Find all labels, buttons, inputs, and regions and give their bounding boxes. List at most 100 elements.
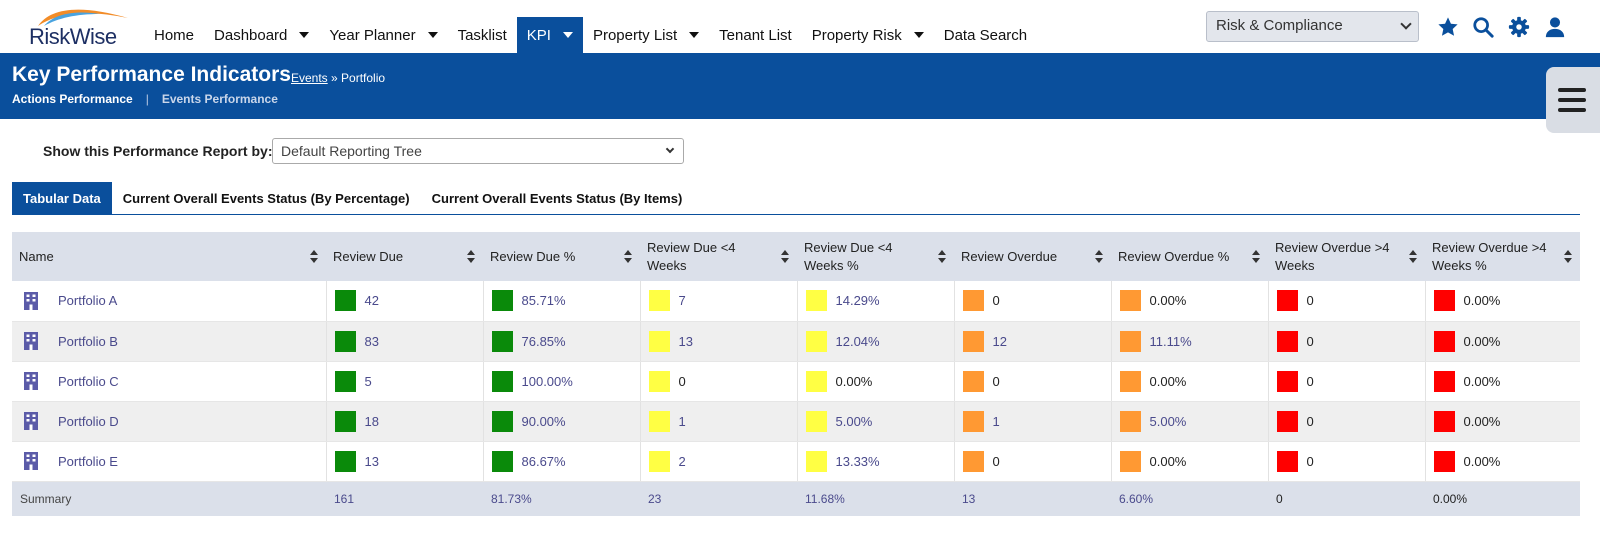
riskwise-logo[interactable]: RiskWise bbox=[24, 4, 136, 49]
nav-item-kpi[interactable]: KPI bbox=[516, 17, 583, 53]
gear-icon[interactable] bbox=[1508, 16, 1530, 38]
cell-value-link[interactable]: 14.29% bbox=[835, 293, 880, 309]
cell-value-link[interactable]: 86.67% bbox=[521, 453, 566, 469]
reporting-tree-select[interactable]: Default Reporting Tree bbox=[272, 138, 684, 164]
caret-down-icon bbox=[562, 32, 573, 38]
hamburger-icon-bar bbox=[1558, 88, 1586, 92]
star-icon[interactable] bbox=[1437, 16, 1459, 38]
cell-value: 0 bbox=[992, 453, 1000, 469]
table-cell: 0.00% bbox=[1111, 361, 1269, 402]
red-status-swatch bbox=[1276, 410, 1298, 432]
sort-icon[interactable] bbox=[781, 250, 789, 263]
table-cell: 7 bbox=[640, 281, 798, 322]
sort-icon[interactable] bbox=[310, 250, 318, 263]
column-header-review-overdue[interactable]: Review Overdue bbox=[954, 232, 1111, 281]
nav-item-tenant-list[interactable]: Tenant List bbox=[709, 17, 802, 53]
side-menu-toggle[interactable] bbox=[1546, 67, 1600, 133]
nav-item-label: Property Risk bbox=[811, 26, 902, 44]
sort-icon[interactable] bbox=[938, 250, 946, 263]
cell-value: 0 bbox=[992, 373, 1000, 389]
summary-value[interactable]: 6.60% bbox=[1111, 481, 1268, 516]
column-header-review-due-4-weeks[interactable]: Review Due <4 Weeks bbox=[640, 232, 797, 281]
column-header-review-due-4-weeks[interactable]: Review Due <4 Weeks % bbox=[797, 232, 954, 281]
nav-item-year-planner[interactable]: Year Planner bbox=[319, 17, 447, 53]
cell-value: 0.00% bbox=[1149, 453, 1187, 469]
table-cell: 1 bbox=[954, 401, 1112, 442]
nav-item-property-list[interactable]: Property List bbox=[583, 17, 709, 53]
cell-value-link[interactable]: 42 bbox=[364, 293, 379, 309]
portfolio-link[interactable]: Portfolio B bbox=[58, 333, 118, 349]
portfolio-link[interactable]: Portfolio D bbox=[58, 413, 119, 429]
cell-value-link[interactable]: 5.00% bbox=[1149, 413, 1187, 429]
yellow-status-swatch bbox=[648, 370, 670, 392]
nav-item-label: Year Planner bbox=[329, 26, 416, 44]
table-cell: 0.00% bbox=[1425, 401, 1580, 442]
column-header-review-overdue-4-weeks[interactable]: Review Overdue >4 Weeks % bbox=[1425, 232, 1580, 281]
status-cell: 0 bbox=[1276, 290, 1417, 312]
subnav-events-performance[interactable]: Events Performance bbox=[161, 92, 278, 106]
report-by-label: Show this Performance Report by: bbox=[43, 143, 273, 159]
orange-status-swatch bbox=[962, 370, 984, 392]
cell-value-link[interactable]: 11.11% bbox=[1149, 333, 1192, 349]
cell-value-link[interactable]: 13 bbox=[364, 453, 379, 469]
nav-item-dashboard[interactable]: Dashboard bbox=[204, 17, 319, 53]
nav-item-home[interactable]: Home bbox=[144, 17, 204, 53]
sort-icon[interactable] bbox=[1095, 250, 1103, 263]
cell-value-link[interactable]: 12 bbox=[992, 333, 1007, 349]
summary-value[interactable]: 11.68% bbox=[797, 481, 954, 516]
sort-icon[interactable] bbox=[467, 250, 475, 263]
cell-value-link[interactable]: 12.04% bbox=[835, 333, 880, 349]
column-header-review-due[interactable]: Review Due bbox=[326, 232, 483, 281]
sort-icon[interactable] bbox=[1252, 250, 1260, 263]
sort-icon[interactable] bbox=[1409, 250, 1417, 263]
summary-value[interactable]: 161 bbox=[326, 481, 483, 516]
cell-value-link[interactable]: 90.00% bbox=[521, 413, 566, 429]
search-icon[interactable] bbox=[1472, 16, 1494, 38]
portfolio-link[interactable]: Portfolio E bbox=[58, 453, 118, 469]
nav-item-property-risk[interactable]: Property Risk bbox=[802, 17, 934, 53]
summary-value[interactable]: 13 bbox=[954, 481, 1111, 516]
breadcrumb-link-events[interactable]: Events bbox=[291, 71, 328, 85]
table-cell: 0 bbox=[640, 361, 798, 402]
cell-value-link[interactable]: 2 bbox=[678, 453, 686, 469]
green-status-swatch bbox=[334, 450, 356, 472]
column-header-review-due[interactable]: Review Due % bbox=[483, 232, 640, 281]
subnav-actions-performance[interactable]: Actions Performance bbox=[12, 92, 133, 106]
column-header-review-overdue[interactable]: Review Overdue % bbox=[1111, 232, 1268, 281]
status-cell: 12.04% bbox=[805, 330, 946, 352]
cell-value: 0.00% bbox=[1463, 413, 1501, 429]
cell-value-link[interactable]: 5 bbox=[364, 373, 372, 389]
cell-value-link[interactable]: 76.85% bbox=[521, 333, 566, 349]
portfolio-link[interactable]: Portfolio A bbox=[58, 293, 118, 309]
cell-value-link[interactable]: 7 bbox=[678, 293, 686, 309]
module-select[interactable]: Risk & Compliance bbox=[1206, 11, 1419, 42]
cell-value-link[interactable]: 5.00% bbox=[835, 413, 873, 429]
tab-current-overall-events-status-by-items[interactable]: Current Overall Events Status (By Items) bbox=[431, 190, 683, 206]
cell-value-link[interactable]: 13 bbox=[678, 333, 693, 349]
portfolio-link[interactable]: Portfolio C bbox=[58, 373, 119, 389]
column-header-text: Review Overdue bbox=[961, 248, 1058, 264]
column-header-label: Review Due <4 Weeks % bbox=[804, 239, 947, 275]
nav-item-data-search[interactable]: Data Search bbox=[934, 17, 1037, 53]
portfolio-name-cell: Portfolio C bbox=[12, 361, 327, 402]
sort-icon[interactable] bbox=[1564, 250, 1572, 263]
green-status-swatch bbox=[334, 330, 356, 352]
summary-value[interactable]: 81.73% bbox=[483, 481, 640, 516]
sort-icon[interactable] bbox=[624, 250, 632, 263]
cell-value-link[interactable]: 1 bbox=[992, 413, 1000, 429]
cell-value-link[interactable]: 1 bbox=[678, 413, 686, 429]
column-header-review-overdue-4-weeks[interactable]: Review Overdue >4 Weeks bbox=[1268, 232, 1425, 281]
summary-value[interactable]: 23 bbox=[640, 481, 797, 516]
cell-value-link[interactable]: 83 bbox=[364, 333, 379, 349]
column-header-name[interactable]: Name bbox=[12, 232, 326, 281]
cell-value-link[interactable]: 13.33% bbox=[835, 453, 880, 469]
column-header-label: Review Overdue >4 Weeks bbox=[1275, 239, 1418, 275]
cell-value-link[interactable]: 85.71% bbox=[521, 293, 566, 309]
tab-current-overall-events-status-by-percentage[interactable]: Current Overall Events Status (By Percen… bbox=[122, 190, 410, 206]
tab-tabular-data[interactable]: Tabular Data bbox=[12, 182, 112, 214]
cell-value-link[interactable]: 18 bbox=[364, 413, 379, 429]
user-icon[interactable] bbox=[1544, 16, 1566, 38]
nav-item-tasklist[interactable]: Tasklist bbox=[448, 17, 517, 53]
cell-value-link[interactable]: 100.00% bbox=[521, 373, 573, 389]
table-cell: 5.00% bbox=[797, 401, 955, 442]
